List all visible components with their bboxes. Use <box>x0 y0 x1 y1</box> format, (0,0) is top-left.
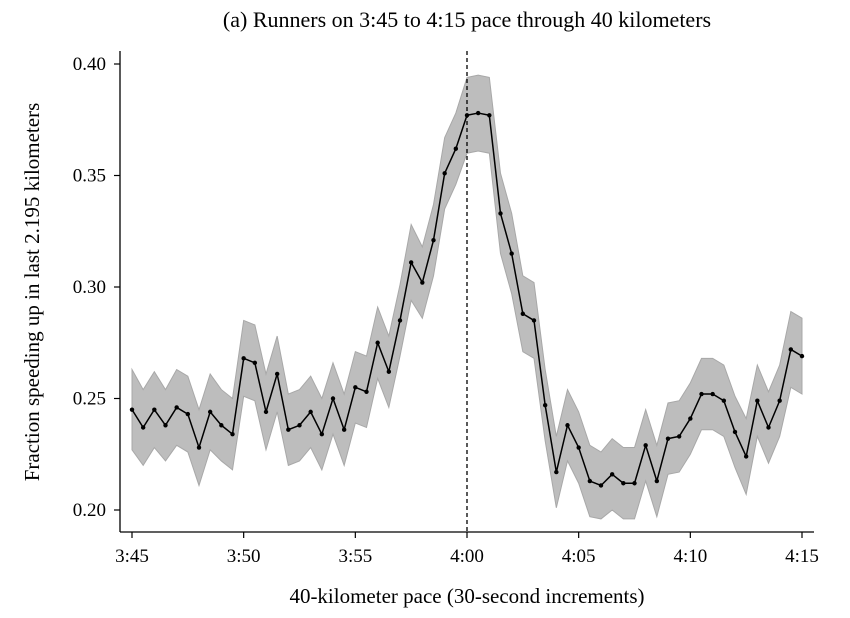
data-point <box>464 113 470 118</box>
x-ticks: 3:45 3:50 3:55 4:00 4:05 4:10 4:15 <box>115 532 819 567</box>
data-point <box>196 445 202 450</box>
data-point <box>676 434 682 439</box>
data-point <box>565 423 570 428</box>
data-point <box>520 311 526 316</box>
data-point <box>554 469 559 475</box>
confidence-band-layer <box>131 74 803 520</box>
data-point <box>364 389 369 395</box>
data-point <box>699 391 704 397</box>
x-axis-label: 40-kilometer pace (30-second increments) <box>289 584 644 608</box>
data-point <box>297 423 302 428</box>
data-point <box>743 454 749 459</box>
data-point <box>609 472 615 477</box>
chart-title: (a) Runners on 3:45 to 4:15 pace through… <box>223 7 711 32</box>
data-point <box>542 402 548 408</box>
data-point <box>799 353 805 359</box>
data-point <box>665 436 671 441</box>
x-tick-label: 4:05 <box>562 546 596 567</box>
data-point <box>174 405 179 410</box>
data-point <box>163 423 168 428</box>
data-point <box>587 478 593 484</box>
confidence-band <box>131 74 803 520</box>
y-tick-label: 0.30 <box>73 277 106 298</box>
x-tick-label: 3:45 <box>115 546 149 567</box>
data-point <box>408 260 414 265</box>
y-ticks: 0.20 0.25 0.30 0.35 0.40 <box>73 54 120 521</box>
data-point <box>341 427 347 432</box>
x-tick-label: 4:00 <box>450 546 484 567</box>
data-point <box>576 445 581 450</box>
data-point <box>643 443 648 448</box>
data-point <box>788 347 794 352</box>
data-point <box>453 146 459 151</box>
x-tick-label: 3:50 <box>227 546 261 567</box>
data-point <box>732 429 738 435</box>
data-point <box>531 318 537 323</box>
data-point <box>777 398 782 403</box>
data-point <box>375 340 380 345</box>
data-point <box>397 318 403 323</box>
y-axis-label: Fraction speeding up in last 2.195 kilom… <box>20 103 44 482</box>
data-points-layer <box>129 110 805 488</box>
y-tick-label: 0.35 <box>73 166 106 187</box>
data-point <box>152 407 157 412</box>
data-point <box>710 391 715 397</box>
data-point <box>721 398 727 403</box>
data-point <box>654 478 660 484</box>
data-point <box>766 425 771 430</box>
y-tick-label: 0.40 <box>73 54 106 75</box>
data-point <box>230 431 235 437</box>
data-point <box>207 409 213 415</box>
data-point <box>308 409 313 415</box>
data-point <box>140 425 146 430</box>
data-point <box>274 371 280 377</box>
data-point <box>755 398 760 403</box>
data-point <box>509 251 514 256</box>
y-tick-label: 0.20 <box>73 500 106 521</box>
data-point <box>330 396 336 401</box>
data-point <box>386 369 392 374</box>
data-point <box>632 481 637 486</box>
data-point <box>263 409 269 415</box>
data-point <box>185 411 191 417</box>
data-point <box>219 423 224 428</box>
data-point <box>475 110 481 116</box>
x-tick-label: 3:55 <box>338 546 372 567</box>
x-tick-label: 4:10 <box>673 546 707 567</box>
data-point <box>252 360 258 366</box>
data-point <box>442 171 447 176</box>
data-point <box>420 280 425 285</box>
data-point <box>487 113 492 118</box>
data-point <box>431 237 436 243</box>
data-point <box>129 407 135 412</box>
data-point <box>621 481 626 486</box>
y-tick-label: 0.25 <box>73 389 106 410</box>
data-point <box>241 356 246 361</box>
data-point <box>498 211 503 216</box>
data-point <box>598 483 604 488</box>
data-point <box>286 427 291 432</box>
x-tick-label: 4:15 <box>785 546 819 567</box>
data-point <box>688 416 693 421</box>
data-point <box>319 431 325 437</box>
data-point <box>353 385 358 390</box>
